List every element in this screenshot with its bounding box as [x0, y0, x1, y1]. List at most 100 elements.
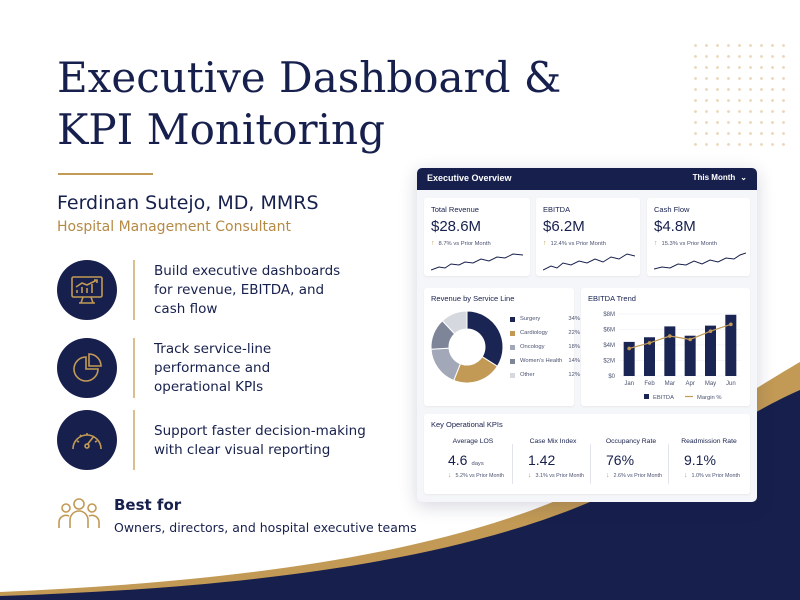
- kpi-card-cash-flow[interactable]: Cash Flow $4.8M ↑ 15.3% vs Prior Month: [647, 198, 750, 276]
- ebitda-bar: [644, 337, 655, 376]
- kpi-label: EBITDA: [543, 205, 571, 214]
- margin-point: [668, 334, 672, 338]
- operational-kpi-item[interactable]: Case Mix Index 1.42 ↓ 3.1% vs Prior Month: [514, 414, 592, 482]
- ebitda-bar-line-chart: $8M $6M $4M $2M $0 Jan Feb Mar Apr May Jun EBITDA Ma…: [603, 312, 741, 401]
- arrow-down-icon: ↓: [606, 472, 610, 479]
- period-filter-label: This Month: [692, 173, 736, 182]
- legend-item: Women's Health 14%: [510, 356, 580, 368]
- feature-separator: [133, 338, 135, 398]
- period-filter[interactable]: This Month ⌄: [693, 173, 747, 182]
- best-for-title: Best for: [114, 496, 182, 514]
- feature-text: Track service-line performance and opera…: [154, 340, 414, 397]
- operational-kpi-delta: ↓ 3.1% vs Prior Month: [528, 472, 585, 479]
- legend-percent: 34%: [568, 316, 580, 322]
- ebitda-bar: [705, 325, 716, 376]
- kpi-divider: [590, 444, 591, 484]
- sparkline: [543, 253, 635, 271]
- kpi-card-ebitda[interactable]: EBITDA $6.2M ↑ 12.4% vs Prior Month: [536, 198, 640, 276]
- operational-kpi-delta: ↓ 1.0% vs Prior Month: [684, 472, 741, 479]
- service-line-panel[interactable]: Revenue by Service Line Surgery 34% Cardio…: [424, 288, 580, 406]
- gauge-icon: [57, 410, 117, 470]
- title-line-2: KPI Monitoring: [57, 105, 385, 154]
- feature-line: performance and: [154, 360, 271, 376]
- operational-kpi-delta: ↓ 2.6% vs Prior Month: [606, 472, 663, 479]
- kpi-value: $6.2M: [543, 218, 585, 235]
- pie-chart-icon: [57, 338, 117, 398]
- kpi-value: $4.8M: [654, 218, 696, 235]
- legend-item: Cardiology 22%: [510, 328, 580, 340]
- margin-point: [627, 346, 631, 351]
- legend-swatch-ebitda: [644, 394, 649, 399]
- feature-line: cash flow: [154, 301, 218, 317]
- kpi-delta: ↑ 12.4% vs Prior Month: [543, 240, 606, 247]
- people-group-icon: [57, 496, 101, 535]
- title-divider: [58, 173, 153, 175]
- donut-slice-4: [441, 310, 468, 335]
- operational-kpi-unit: days: [471, 461, 484, 467]
- legend-label-margin: Margin %: [697, 395, 721, 401]
- legend-label: Women's Health: [520, 358, 563, 364]
- arrow-up-icon: ↑: [654, 240, 658, 247]
- feature-separator: [133, 260, 135, 320]
- margin-line: [629, 323, 732, 350]
- dashboard-mockup: Executive Overview This Month ⌄ Total Rev…: [417, 168, 757, 502]
- kpi-delta: ↑ 15.3% vs Prior Month: [654, 240, 717, 247]
- legend-swatch: [510, 317, 515, 322]
- x-tick-label: Apr: [685, 381, 694, 387]
- operational-kpi-value: 9.1%: [684, 452, 716, 468]
- monitor-chart-icon: [57, 260, 117, 320]
- feature-dashboards: Build executive dashboards for revenue, …: [57, 260, 417, 322]
- legend-label: Oncology: [520, 344, 545, 350]
- decorative-dot-grid: [690, 40, 790, 150]
- operational-kpi-item[interactable]: Readmission Rate 9.1% ↓ 1.0% vs Prior Month: [670, 414, 748, 482]
- ebitda-bar: [664, 326, 676, 376]
- legend-swatch: [510, 331, 515, 336]
- kpi-label: Cash Flow: [654, 205, 690, 214]
- sparkline: [654, 252, 746, 270]
- y-tick-label: $4M: [603, 343, 615, 349]
- y-tick-label: $8M: [603, 312, 615, 318]
- margin-point: [688, 337, 692, 342]
- panel-title: EBITDA Trend: [588, 294, 636, 303]
- kpi-value: $28.6M: [431, 218, 482, 235]
- x-tick-label: Jan: [624, 381, 634, 387]
- legend-swatch: [510, 373, 515, 378]
- arrow-down-icon: ↓: [448, 472, 452, 479]
- legend-swatch: [510, 345, 515, 350]
- legend-percent: 22%: [568, 330, 580, 336]
- panel-title: Key Operational KPIs: [431, 420, 503, 429]
- ebitda-trend-panel[interactable]: EBITDA Trend $8M $6M $4M $2M $0 Jan Feb Mar Apr M…: [581, 288, 750, 406]
- legend-item: Oncology 18%: [510, 342, 580, 354]
- best-for-description: Owners, directors, and hospital executiv…: [114, 520, 417, 535]
- operational-kpi-value: 4.6 days: [448, 452, 484, 468]
- margin-point: [729, 322, 733, 327]
- operational-kpi-item[interactable]: Average LOS 4.6 days ↓ 5.2% vs Prior Month: [434, 414, 512, 482]
- donut-legend: Surgery 34% Cardiology 22% Oncology 18% Women'…: [510, 314, 580, 394]
- kpi-delta: ↑ 8.7% vs Prior Month: [431, 240, 491, 247]
- legend-label: Surgery: [520, 316, 541, 322]
- operational-kpi-value: 1.42: [528, 452, 556, 468]
- arrow-down-icon: ↓: [528, 472, 532, 479]
- legend-swatch: [510, 359, 515, 364]
- x-tick-label: Mar: [665, 381, 675, 387]
- x-tick-label: Jun: [726, 381, 736, 387]
- legend-percent: 14%: [568, 358, 580, 364]
- operational-kpi-item[interactable]: Occupancy Rate 76% ↓ 2.6% vs Prior Month: [592, 414, 670, 482]
- feature-text: Build executive dashboards for revenue, …: [154, 262, 414, 319]
- dashboard-header: Executive Overview This Month ⌄: [417, 168, 757, 190]
- y-tick-label: $6M: [603, 328, 615, 334]
- kpi-card-total-revenue[interactable]: Total Revenue $28.6M ↑ 8.7% vs Prior Mont…: [424, 198, 530, 276]
- feature-line: Track service-line: [154, 341, 272, 357]
- kpi-divider: [512, 444, 513, 484]
- operational-kpi-value: 76%: [606, 452, 635, 468]
- operational-kpis-panel[interactable]: Key Operational KPIs Average LOS 4.6 days ↓…: [424, 414, 750, 494]
- feature-service-line: Track service-line performance and opera…: [57, 338, 417, 400]
- ebitda-bar: [623, 341, 635, 376]
- page-title: Executive Dashboard & KPI Monitoring: [57, 52, 597, 156]
- feature-text: Support faster decision-making with clea…: [154, 422, 414, 460]
- operational-kpi-list: Average LOS 4.6 days ↓ 5.2% vs Prior Month Ca…: [424, 414, 750, 494]
- legend-label-ebitda: EBITDA: [653, 395, 674, 401]
- legend-percent: 12%: [568, 372, 580, 378]
- feature-line: with clear visual reporting: [154, 442, 331, 458]
